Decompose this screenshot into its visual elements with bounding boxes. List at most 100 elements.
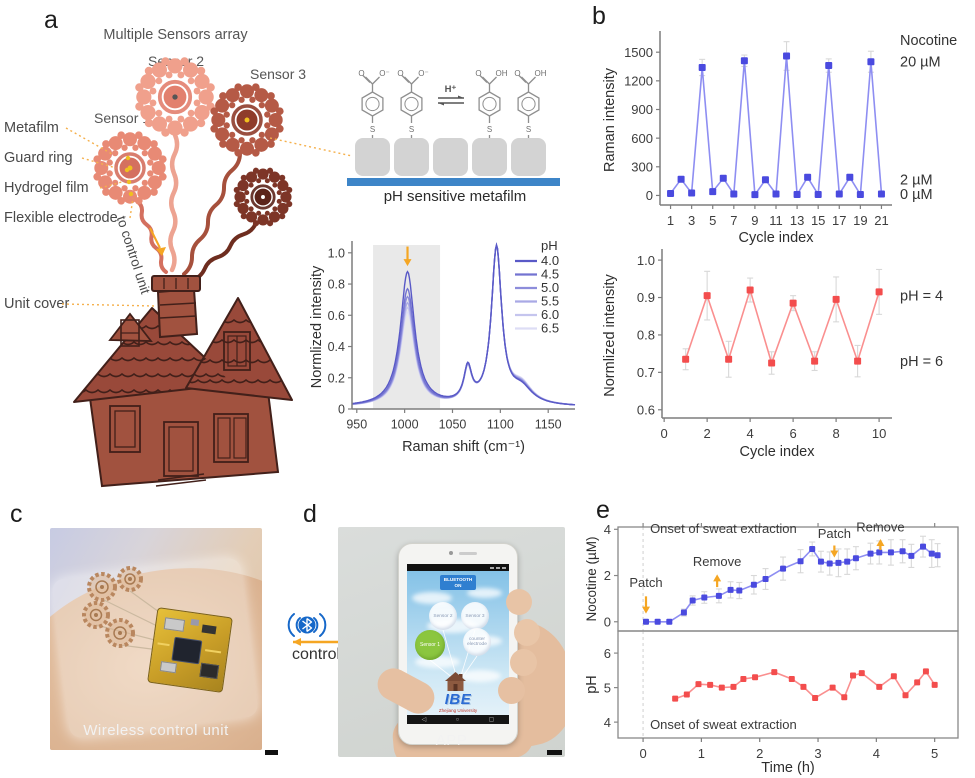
svg-text:Patch: Patch (629, 575, 662, 590)
sensor-array-illustration (61, 57, 353, 488)
pcb-trace (204, 649, 222, 654)
svg-text:0.2: 0.2 (328, 371, 345, 385)
svg-text:0.6: 0.6 (328, 309, 345, 323)
svg-text:O: O (514, 69, 520, 78)
svg-text:5: 5 (931, 746, 938, 761)
svg-text:O: O (475, 69, 481, 78)
svg-text:5.0: 5.0 (541, 280, 559, 295)
svg-text:4: 4 (604, 715, 611, 730)
wireless-unit-photo: Wireless control unit (50, 528, 262, 750)
panel-label-c: c (10, 500, 23, 528)
pcb-chip (171, 636, 203, 665)
svg-text:3: 3 (688, 213, 695, 228)
svg-text:0 µM: 0 µM (900, 187, 933, 203)
svg-text:300: 300 (631, 159, 653, 174)
sensor-array-title: Multiple Sensors array (103, 27, 248, 43)
svg-text:9: 9 (751, 213, 758, 228)
photo-d-caption: APP (435, 732, 468, 749)
svg-text:Time (h): Time (h) (761, 760, 814, 776)
svg-text:0: 0 (646, 188, 653, 203)
svg-text:2: 2 (756, 746, 763, 761)
svg-text:2 µM: 2 µM (900, 173, 933, 189)
svg-text:21: 21 (874, 213, 888, 228)
svg-text:Remove: Remove (693, 554, 741, 569)
callout-hydrogel-film: Hydrogel film (4, 180, 89, 196)
svg-text:20 µM: 20 µM (900, 55, 941, 71)
svg-text:11: 11 (769, 213, 783, 228)
svg-text:13: 13 (790, 213, 804, 228)
app-logo: IBE (444, 691, 472, 708)
svg-text:0.9: 0.9 (637, 290, 655, 305)
balloon-sensor3: Sensor 3 (461, 602, 489, 630)
svg-text:4: 4 (873, 746, 880, 761)
svg-text:S: S (409, 125, 414, 134)
svg-text:17: 17 (832, 213, 846, 228)
status-bar (407, 564, 509, 571)
nicotine-cycling-chart: 1 3 5 7 9 11 13 15 17 19 21030060090012001500Cycle… (602, 31, 957, 246)
bluetooth-on-button: BLUETOOTH ON (440, 575, 476, 590)
android-nav-bar: ◁ ○ ▢ (407, 715, 509, 724)
svg-text:pH = 6: pH = 6 (900, 354, 943, 370)
svg-text:Remove: Remove (856, 520, 904, 535)
nav-home-icon: ○ (455, 716, 460, 723)
svg-text:10: 10 (872, 426, 886, 441)
ph-cycling-chart: 0 2 4 6 8 10 0.6 0.7 0.8 0.9 1.0 Cycle index Normliz… (602, 249, 943, 460)
svg-text:0.6: 0.6 (637, 402, 655, 417)
svg-text:4.5: 4.5 (541, 267, 559, 282)
smartphone: BLUETOOTH ON Sensor 2 Sensor 3 Sensor 1 … (398, 543, 518, 745)
photo-c-caption: Wireless control unit (83, 722, 229, 739)
svg-text:0: 0 (639, 746, 646, 761)
nav-recent-icon: ▢ (488, 716, 495, 723)
svg-text:8: 8 (832, 426, 839, 441)
svg-text:6.0: 6.0 (541, 307, 559, 322)
raman-spectrum-chart: 950 1000 1050 1100 1150 0 0.2 0.4 0.6 0.8 1.0 Raman… (309, 238, 576, 455)
svg-text:1: 1 (698, 746, 705, 761)
svg-text:15: 15 (811, 213, 825, 228)
callout-guard-ring: Guard ring (4, 150, 73, 166)
app-photo: BLUETOOTH ON Sensor 2 Sensor 3 Sensor 1 … (338, 527, 565, 757)
svg-text:Normlized intensity: Normlized intensity (602, 274, 618, 397)
svg-text:19: 19 (853, 213, 867, 228)
panel-label-b: b (592, 2, 606, 30)
svg-text:Raman intensity: Raman intensity (602, 67, 618, 172)
svg-text:O⁻: O⁻ (379, 69, 389, 78)
pcb-trace (157, 642, 170, 647)
phone-camera (449, 551, 453, 555)
svg-text:1200: 1200 (624, 74, 653, 89)
svg-text:6.5: 6.5 (541, 321, 559, 336)
svg-text:O: O (358, 69, 364, 78)
sweat-nicotine-chart: 0 2 4 Nocotine (µM) Onset of sweat extractio… (584, 520, 959, 632)
pcb-component (199, 662, 220, 680)
pcb-component (190, 618, 200, 626)
ph-scheme-illustration: O O⁻ S O O⁻ S O OH S O OH S H⁺ (347, 69, 560, 186)
svg-text:4: 4 (747, 426, 754, 441)
finger (510, 649, 537, 676)
pcb-component (163, 617, 186, 632)
svg-text:600: 600 (631, 131, 653, 146)
finger (498, 677, 525, 704)
finger (514, 619, 540, 646)
svg-text:S: S (370, 125, 375, 134)
svg-text:OH: OH (535, 69, 547, 78)
svg-text:Nocotine (µM): Nocotine (µM) (584, 536, 599, 621)
sensor3-label: Sensor 3 (250, 66, 307, 82)
callout-unit-cover: Unit cover (4, 296, 70, 312)
svg-text:950: 950 (346, 418, 367, 432)
pcb-component (159, 661, 178, 674)
svg-text:1150: 1150 (535, 418, 562, 432)
control-label: control (292, 646, 341, 663)
panel-label-d: d (303, 500, 317, 528)
svg-text:0.8: 0.8 (637, 328, 655, 343)
svg-text:1100: 1100 (487, 418, 514, 432)
control-pcb (147, 607, 233, 693)
svg-text:6: 6 (790, 426, 797, 441)
svg-text:4.0: 4.0 (541, 253, 559, 268)
svg-text:1050: 1050 (439, 418, 467, 432)
callout-metafilm: Metafilm (4, 120, 59, 136)
svg-text:1500: 1500 (624, 45, 653, 60)
svg-text:O: O (397, 69, 403, 78)
svg-text:0.7: 0.7 (637, 365, 655, 380)
svg-text:Patch: Patch (818, 526, 851, 541)
svg-text:Onset of sweat extraction: Onset of sweat extraction (650, 717, 797, 732)
